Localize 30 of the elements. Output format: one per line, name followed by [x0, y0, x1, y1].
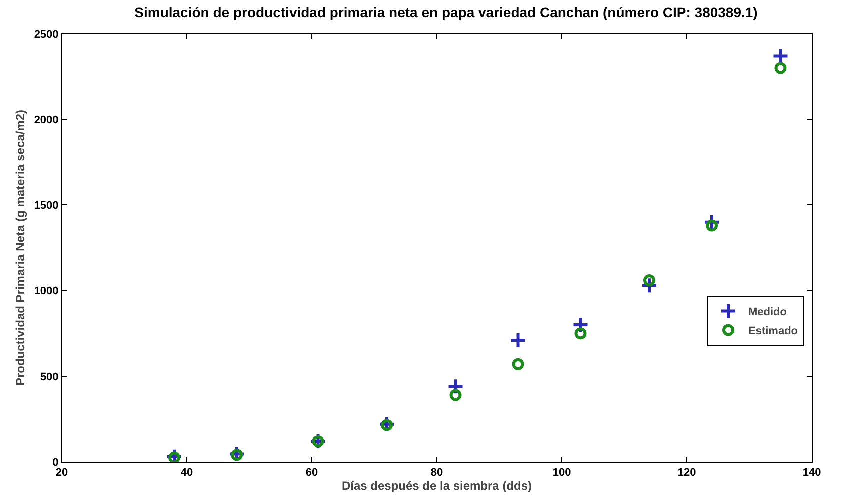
point	[644, 274, 656, 287]
x-tick-label: 100	[552, 467, 572, 480]
x-tick-label: 140	[802, 467, 822, 480]
chart-title: Simulación de productividad primaria neta en papa variedad Canchan (número CIP: 380389.1)	[134, 4, 758, 20]
point	[168, 452, 180, 462]
point	[381, 419, 393, 432]
point	[706, 220, 718, 232]
point	[447, 378, 464, 396]
y-tick-label: 2000	[34, 114, 59, 126]
x-tick-label: 40	[180, 467, 194, 480]
legend-label: Estimado	[748, 326, 798, 338]
point	[231, 449, 243, 462]
x-tick-label: 120	[678, 467, 696, 480]
x-tick-label: 20	[56, 467, 68, 480]
point	[512, 358, 524, 370]
legend-label: Medido	[748, 306, 788, 319]
point	[572, 316, 590, 334]
y-tick-label: 2500	[34, 28, 59, 41]
x-tick-label: 60	[306, 467, 318, 480]
y-tick-label: 0	[52, 456, 59, 469]
x-tick-label: 80	[430, 467, 444, 480]
y-tick-label: 500	[40, 371, 59, 384]
point	[450, 389, 462, 402]
point	[510, 332, 527, 349]
x-axis-title: Días después de la siembra (dds)	[342, 479, 532, 494]
point	[574, 328, 587, 340]
point	[774, 62, 787, 74]
y-axis-title: Productividad Primaria Neta (g materia seca/m2)	[14, 110, 28, 386]
y-tick-label: 1000	[34, 286, 59, 298]
y-tick-label: 1500	[34, 200, 59, 212]
